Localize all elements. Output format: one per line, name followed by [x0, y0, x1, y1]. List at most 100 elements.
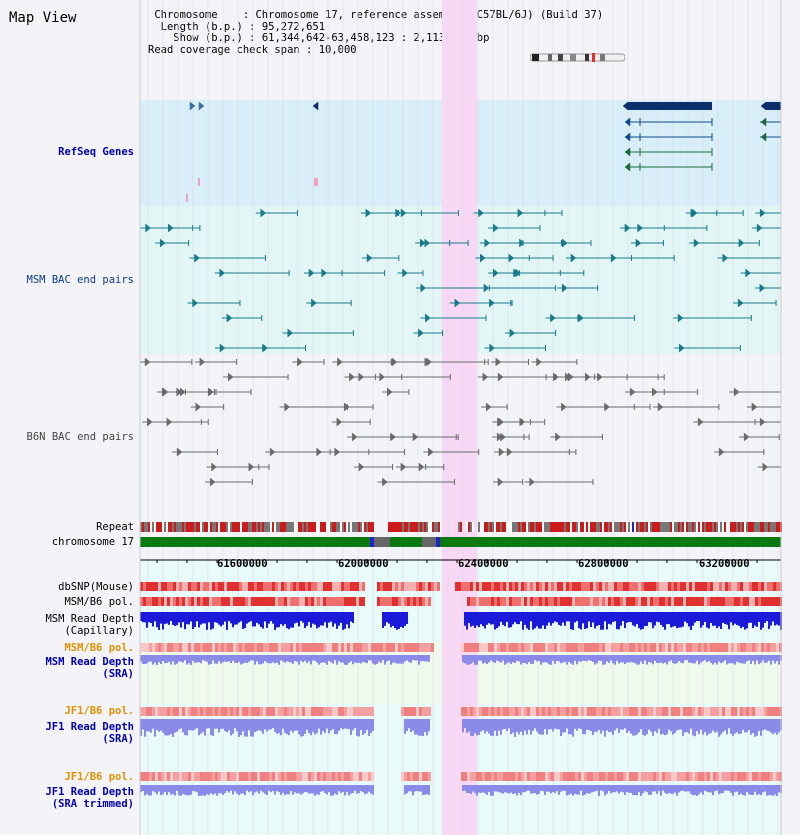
b6n-pair-end[interactable] [604, 402, 610, 412]
b6n-pair-end[interactable] [482, 372, 489, 382]
b6n-pair-end[interactable] [485, 402, 492, 412]
b6n-pair-end[interactable] [391, 357, 398, 367]
b6n-pair-end[interactable] [358, 462, 365, 472]
msm-pair-end[interactable] [192, 298, 198, 308]
msm-pair-end[interactable] [219, 268, 226, 278]
msm-pair-end[interactable] [679, 343, 685, 353]
b6n-pair-end[interactable] [144, 357, 151, 367]
b6n-pair-end[interactable] [227, 372, 234, 382]
transcript-arrow[interactable] [760, 117, 767, 127]
msm-pair-end[interactable] [308, 268, 315, 278]
transcript-arrow[interactable] [624, 117, 631, 127]
transcript-arrow[interactable] [624, 147, 631, 157]
b6n-pair-end[interactable] [561, 402, 567, 412]
msm-pair-end[interactable] [395, 208, 401, 218]
b6n-pair-end[interactable] [762, 462, 769, 472]
b6n-pair-end[interactable] [195, 402, 202, 412]
msm-pair-end[interactable] [454, 298, 461, 308]
msm-pair-end[interactable] [759, 283, 766, 293]
b6n-pair-end[interactable] [199, 357, 206, 367]
msm-pair-end[interactable] [425, 313, 431, 323]
b6n-pair-end[interactable] [519, 417, 526, 427]
msm-pair-end[interactable] [159, 238, 166, 248]
transcript-arrow[interactable] [624, 132, 631, 142]
msm-pair-end[interactable] [550, 313, 556, 323]
b6n-pair-end[interactable] [269, 447, 276, 457]
b6n-pair-end[interactable] [657, 402, 664, 412]
msm-pair-end[interactable] [311, 298, 317, 308]
b6n-pair-end[interactable] [211, 462, 217, 472]
msm-pair-end[interactable] [366, 253, 373, 263]
b6n-pair-end[interactable] [418, 462, 425, 472]
b6n-pair-end[interactable] [733, 387, 740, 397]
gene-block[interactable] [766, 102, 781, 110]
msm-pair-end[interactable] [509, 328, 516, 338]
b6n-pair-end[interactable] [162, 387, 169, 397]
b6n-pair-end[interactable] [751, 402, 758, 412]
b6n-pair-end[interactable] [284, 402, 291, 412]
transcript-arrow[interactable] [760, 132, 767, 142]
msm-pair-end[interactable] [424, 238, 431, 248]
msm-pair-end[interactable] [489, 343, 496, 353]
msm-pair-end[interactable] [145, 223, 151, 233]
b6n-pair-end[interactable] [568, 372, 574, 382]
msm-pair-end[interactable] [756, 223, 763, 233]
msm-pair-end[interactable] [635, 238, 642, 248]
b6n-pair-end[interactable] [497, 372, 504, 382]
gene-mark[interactable] [198, 178, 200, 186]
msm-pair-end[interactable] [492, 223, 499, 233]
gene-arrow[interactable] [189, 101, 196, 111]
gene-block[interactable] [628, 102, 712, 110]
b6n-bac-pairs[interactable] [140, 357, 782, 487]
b6n-pair-end[interactable] [497, 477, 504, 487]
gene-mark[interactable] [186, 194, 188, 202]
msm-pair-end[interactable] [578, 313, 584, 323]
b6n-pair-end[interactable] [498, 417, 504, 427]
msm-pair-end[interactable] [262, 343, 268, 353]
msm-pair-end[interactable] [402, 268, 408, 278]
b6n-pair-end[interactable] [553, 372, 559, 382]
msm-pair-end[interactable] [570, 253, 577, 263]
b6n-pair-end[interactable] [718, 447, 725, 457]
msm-pair-end[interactable] [624, 223, 631, 233]
b6n-pair-end[interactable] [400, 462, 407, 472]
b6n-pair-end[interactable] [412, 432, 419, 442]
b6n-pair-end[interactable] [424, 357, 431, 367]
transcript-arrow[interactable] [624, 162, 631, 172]
gene-arrow[interactable] [622, 101, 629, 111]
msm-pair-end[interactable] [737, 298, 744, 308]
b6n-pair-end[interactable] [498, 447, 505, 457]
msm-pair-end[interactable] [260, 208, 267, 218]
msm-pair-end[interactable] [226, 313, 233, 323]
b6n-pair-end[interactable] [759, 417, 766, 427]
b6n-pair-end[interactable] [428, 447, 434, 457]
msm-bac-pairs[interactable] [140, 208, 782, 353]
msm-pair-end[interactable] [480, 253, 486, 263]
b6n-pair-end[interactable] [349, 372, 355, 382]
msm-pair-end[interactable] [219, 343, 226, 353]
b6n-pair-end[interactable] [336, 417, 343, 427]
msm-pair-end[interactable] [478, 208, 484, 218]
b6n-pair-end[interactable] [629, 387, 636, 397]
msm-pair-end[interactable] [561, 283, 568, 293]
b6n-pair-end[interactable] [337, 357, 343, 367]
b6n-pair-end[interactable] [697, 417, 704, 427]
refseq-genes[interactable] [186, 101, 781, 202]
msm-pair-end[interactable] [287, 328, 294, 338]
chromosome-ideogram[interactable] [530, 53, 625, 62]
b6n-pair-end[interactable] [351, 432, 358, 442]
b6n-pair-end[interactable] [382, 477, 388, 487]
b6n-pair-end[interactable] [500, 432, 506, 442]
msm-pair-end[interactable] [484, 238, 491, 248]
b6n-pair-end[interactable] [529, 477, 535, 487]
msm-pair-end[interactable] [365, 208, 372, 218]
msm-pair-end[interactable] [691, 208, 698, 218]
gene-arrow[interactable] [198, 101, 205, 111]
b6n-pair-end[interactable] [536, 357, 542, 367]
msm-pair-end[interactable] [745, 268, 751, 278]
b6n-pair-end[interactable] [379, 372, 386, 382]
b6n-pair-end[interactable] [147, 417, 153, 427]
b6n-pair-end[interactable] [297, 357, 303, 367]
msm-pair-end[interactable] [637, 223, 643, 233]
